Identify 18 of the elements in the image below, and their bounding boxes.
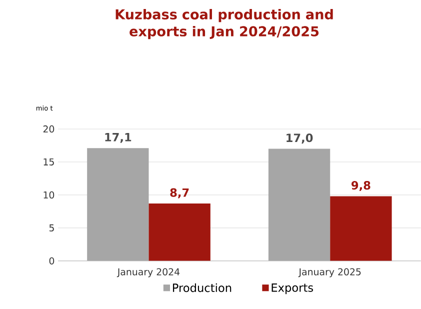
bar (148, 204, 210, 261)
y-tick-label: 20 (43, 125, 54, 133)
data-label: 9,8 (352, 181, 370, 192)
data-label: 17,1 (105, 133, 132, 143)
legend-label: Production (172, 283, 232, 292)
chart-title: Kuzbass coal production and exports in Jan 2024/2025 (116, 8, 333, 40)
bar (268, 148, 330, 261)
y-tick-label: 15 (44, 158, 54, 166)
x-tick-label: January 2024 (116, 268, 180, 278)
y-tick-label: 5 (49, 224, 54, 232)
y-tick-label: 0 (49, 257, 54, 264)
y-tick-label: 10 (44, 191, 54, 198)
bar (330, 196, 392, 261)
x-tick-label: January 2025 (298, 268, 361, 278)
data-label: 8,7 (170, 188, 189, 198)
data-label: 17,0 (286, 134, 313, 144)
legend-label: Exports (272, 283, 314, 294)
bar (87, 148, 149, 261)
